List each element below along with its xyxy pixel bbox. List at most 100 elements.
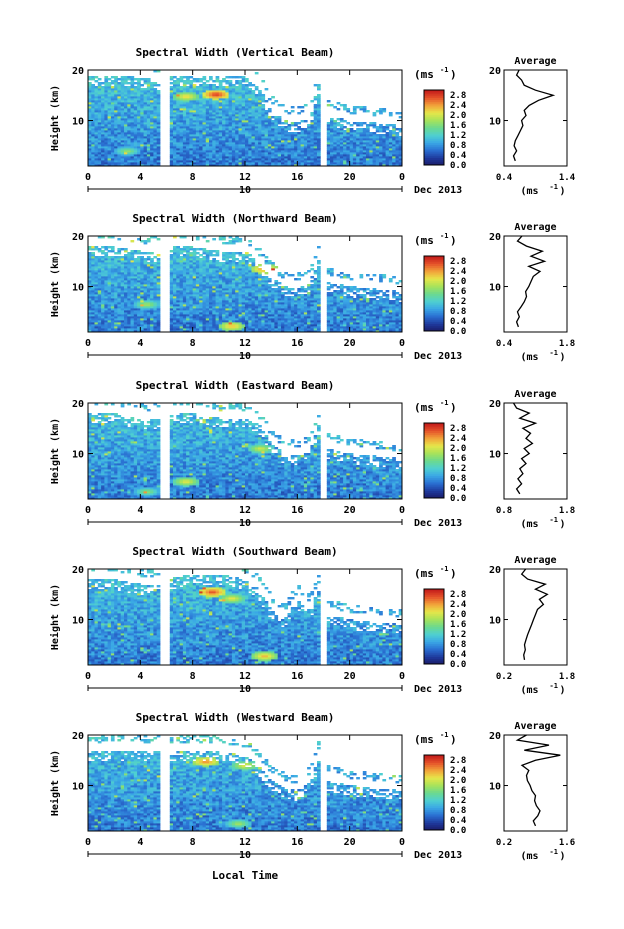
heatmap-cell	[267, 98, 272, 101]
heatmap-cell	[117, 128, 122, 131]
heatmap-cell	[310, 120, 315, 123]
x-tick-label: 16	[291, 172, 303, 183]
heatmap-cell	[91, 108, 95, 111]
heatmap-cell	[127, 158, 131, 161]
heatmap-cell	[137, 148, 141, 151]
heatmap-cell	[258, 90, 262, 93]
heatmap-cell	[303, 128, 308, 131]
heatmap-cell	[133, 250, 138, 253]
heatmap-cell	[388, 112, 393, 115]
heatmap-cell	[107, 162, 112, 165]
heatmap-cell	[343, 126, 347, 129]
heatmap-cell	[140, 164, 144, 167]
heatmap-cell	[127, 154, 131, 157]
heatmap-cell	[91, 138, 95, 141]
heatmap-cell	[117, 84, 122, 87]
heatmap-cell	[117, 148, 122, 151]
heatmap-cell	[173, 246, 177, 249]
heatmap-cell	[254, 94, 259, 97]
heatmap-cell	[235, 76, 239, 79]
heatmap-cell	[101, 256, 105, 259]
heatmap-cell	[281, 104, 285, 107]
heatmap-cell	[140, 154, 144, 157]
heatmap-cell	[130, 112, 135, 115]
heatmap-cell	[130, 76, 135, 79]
heatmap-cell	[94, 110, 99, 113]
heatmap-cell	[114, 160, 118, 163]
heatmap-cell	[346, 108, 351, 111]
heatmap-cell	[120, 116, 125, 119]
heatmap-cell	[137, 96, 141, 99]
heatmap-cell	[133, 258, 138, 261]
heatmap-cell	[137, 82, 141, 85]
heatmap-cell	[222, 78, 226, 81]
heatmap-cell	[153, 82, 158, 85]
heatmap-cell	[130, 116, 135, 119]
heatmap-cell	[94, 152, 99, 155]
y-tick-label: 20	[72, 66, 84, 77]
heatmap-cell	[127, 126, 131, 129]
heatmap-cell	[133, 140, 138, 143]
heatmap-cell	[110, 124, 115, 127]
heatmap-cell	[127, 144, 131, 147]
heatmap-cell	[97, 120, 102, 123]
heatmap-cell	[94, 130, 99, 133]
heatmap-cell	[372, 122, 377, 125]
heatmap-cell	[130, 122, 135, 125]
heatmap-cell	[94, 128, 99, 131]
heatmap-cell	[117, 154, 122, 157]
heatmap-cell	[124, 126, 128, 129]
heatmap-cell	[294, 128, 298, 131]
heatmap-cell	[120, 154, 125, 157]
panel-1: Spectral Width (Vertical Beam)1020Height…	[49, 46, 576, 197]
heatmap-cell	[104, 144, 109, 147]
heatmap-cell	[130, 148, 135, 151]
heatmap-cell	[146, 78, 151, 81]
heatmap-cell	[137, 140, 141, 143]
heatmap-cell	[356, 122, 360, 125]
heatmap-cell	[107, 130, 112, 133]
heatmap-cell	[228, 240, 233, 243]
heatmap-cell	[101, 102, 105, 105]
heatmap-cell	[91, 90, 95, 93]
heatmap-cell	[127, 92, 131, 95]
heatmap-cell	[127, 96, 131, 99]
heatmap-cell	[117, 124, 122, 127]
heatmap-cell	[169, 76, 174, 79]
heatmap-cell	[114, 132, 118, 135]
heatmap-cell	[107, 82, 112, 85]
heatmap-cell	[284, 110, 288, 113]
heatmap-cell	[88, 152, 92, 155]
heatmap-cell	[127, 112, 131, 115]
heatmap-cell	[140, 134, 144, 137]
heatmap-cell	[254, 72, 259, 75]
heatmap-cell	[97, 114, 102, 117]
heatmap-cell	[241, 84, 246, 87]
heatmap-cell	[235, 252, 239, 255]
heatmap-cell	[127, 142, 131, 145]
heatmap-cell	[130, 118, 135, 121]
heatmap-cell	[94, 90, 99, 93]
heatmap-cell	[124, 154, 128, 157]
heatmap-cell	[104, 128, 109, 131]
heatmap-cell	[114, 134, 118, 137]
colorbar-unit-exp: -1	[440, 66, 448, 74]
heatmap-cell	[97, 248, 102, 251]
heatmap-cell	[199, 254, 203, 257]
heatmap-cell	[120, 148, 125, 151]
heatmap-cell	[97, 146, 102, 149]
heatmap-cell	[199, 258, 203, 261]
heatmap-cell	[104, 108, 109, 111]
heatmap-cell	[359, 122, 364, 125]
heatmap-cell	[290, 106, 295, 109]
heatmap-cell	[97, 82, 102, 85]
heatmap-cell	[277, 104, 282, 107]
heatmap-cell	[199, 78, 203, 81]
heatmap-cell	[114, 94, 118, 97]
heatmap-cell	[333, 106, 337, 109]
heatmap-cell	[143, 240, 148, 243]
heatmap-cell	[212, 258, 216, 261]
heatmap-cell	[137, 90, 141, 93]
heatmap-cell	[395, 128, 400, 131]
heatmap-cell	[104, 122, 109, 125]
